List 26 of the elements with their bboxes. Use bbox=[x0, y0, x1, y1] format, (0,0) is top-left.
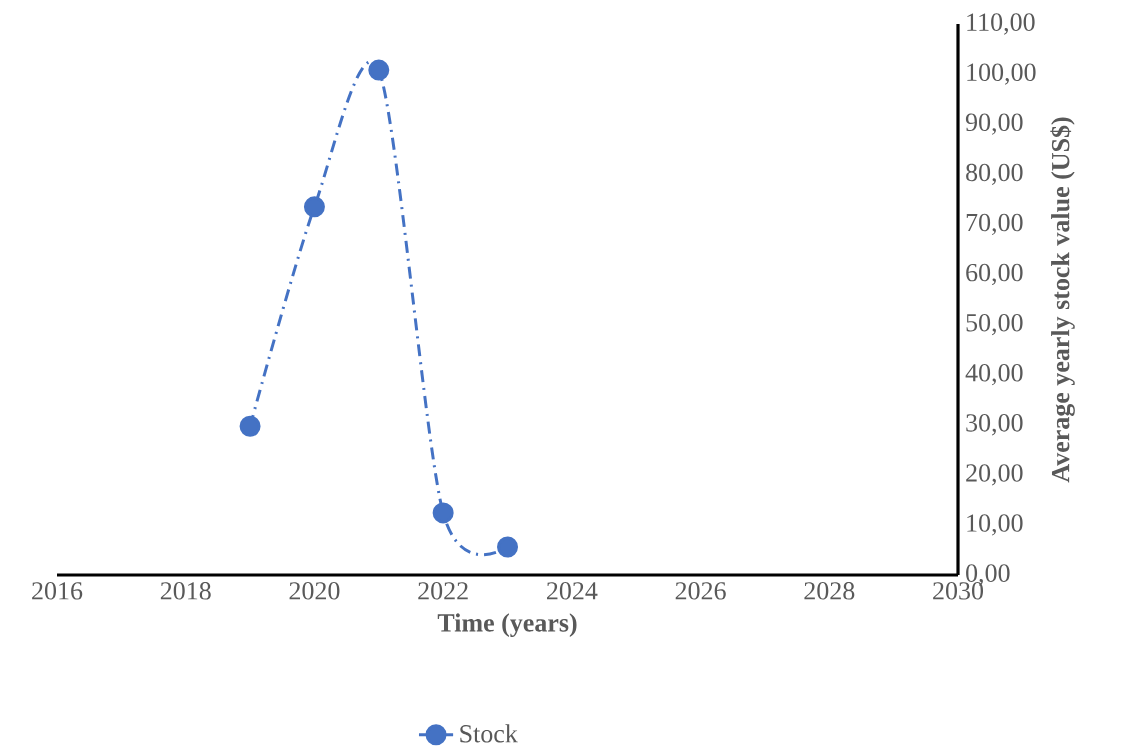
point bbox=[497, 536, 519, 558]
x-tick-label: 2026 bbox=[675, 582, 726, 600]
point bbox=[303, 196, 325, 218]
y-tick-label: 40,00 bbox=[965, 364, 1023, 386]
y-tick-label: 80,00 bbox=[966, 163, 1023, 185]
legend-label: Stock bbox=[460, 724, 518, 743]
x-tick-label: 2016 bbox=[32, 582, 83, 600]
y-tick-label: 10,00 bbox=[967, 514, 1023, 536]
x-tick-label: 2028 bbox=[804, 582, 855, 600]
x-tick-label: 2020 bbox=[289, 582, 340, 600]
y-tick-label: 20,00 bbox=[966, 464, 1023, 486]
x-axis-title: Time (years) bbox=[437, 613, 577, 637]
x-tick-label: 2024 bbox=[546, 582, 598, 600]
point bbox=[239, 415, 261, 437]
y-tick-label: 70,00 bbox=[966, 213, 1023, 236]
y-axis-title: Average yearly stock value (US$) bbox=[1050, 117, 1075, 483]
y-tick-label: 90,00 bbox=[965, 113, 1023, 135]
point bbox=[368, 59, 390, 81]
y-tick-label: 100,00 bbox=[967, 63, 1036, 85]
x-tick-label: 2022 bbox=[418, 582, 468, 600]
x-tick-label: 2018 bbox=[160, 582, 211, 600]
y-tick-label: 30,00 bbox=[966, 414, 1023, 436]
y-tick-label: 50,00 bbox=[966, 313, 1023, 336]
y-tick-label: 110,00 bbox=[967, 13, 1035, 35]
point bbox=[432, 502, 454, 524]
y-tick-label: 60,00 bbox=[966, 263, 1023, 286]
